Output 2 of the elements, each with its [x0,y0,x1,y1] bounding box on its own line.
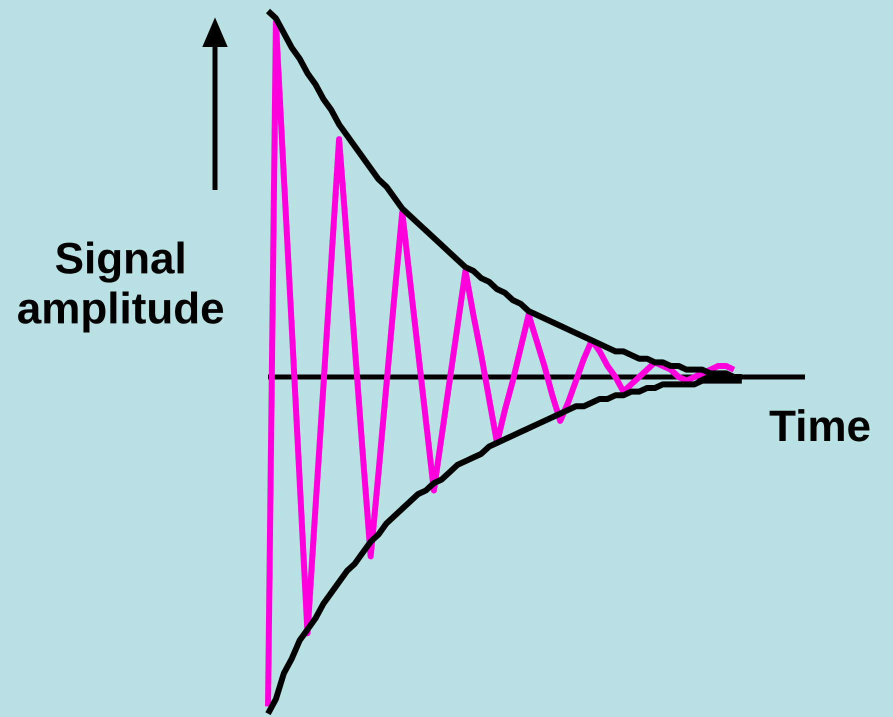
y-axis-title: Signal amplitude [18,241,224,332]
x-axis-title: Time [770,409,870,442]
